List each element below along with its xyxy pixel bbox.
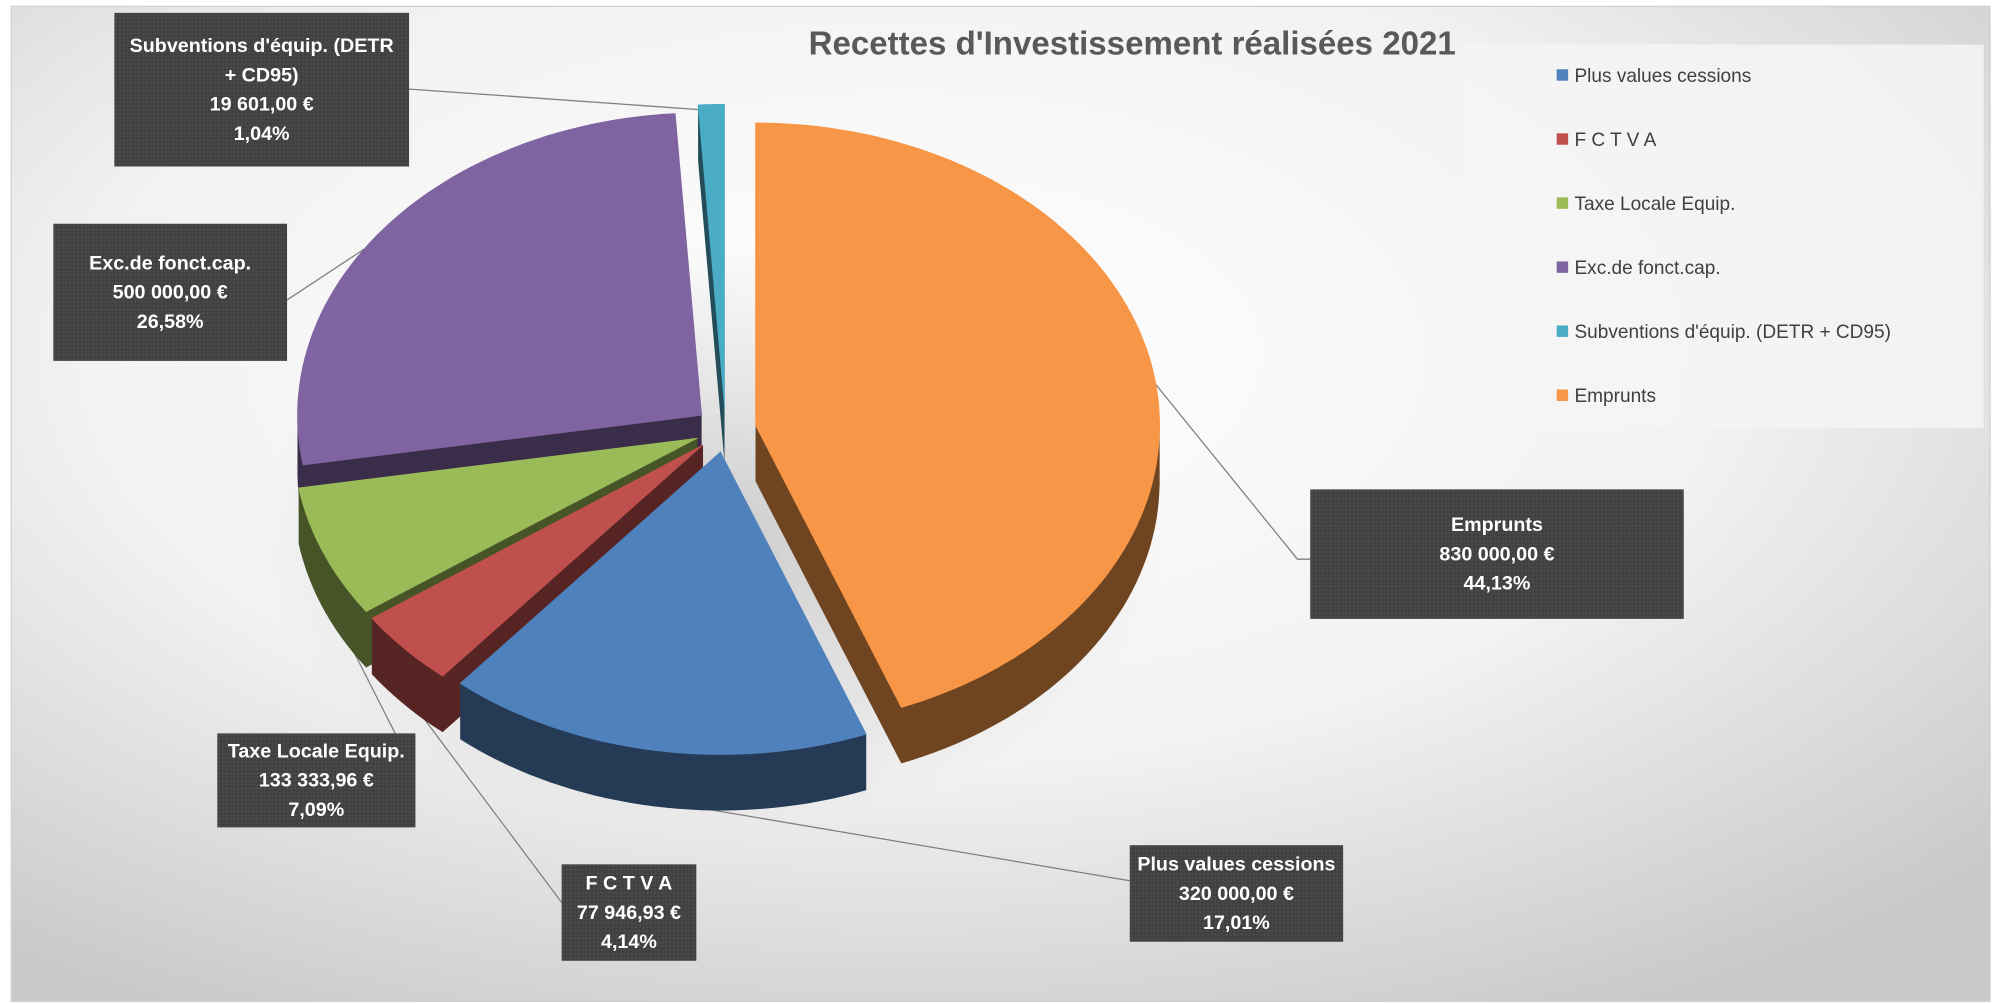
legend-label: Subventions d'équip. (DETR + CD95) <box>1574 322 1890 343</box>
legend-label: Taxe Locale Equip. <box>1574 194 1735 215</box>
data-label-box: Exc.de fonct.cap. 500 000,00 € 26,58% <box>53 223 288 361</box>
legend-swatch <box>1556 325 1569 337</box>
data-label-percent-labels: 44,13% <box>1463 572 1531 595</box>
slice <box>697 103 725 407</box>
data-label: F C T V A 77 946,93 € 4,14% <box>561 864 697 961</box>
data-label-categories: Plus values cessions <box>1137 853 1336 876</box>
legend-swatch <box>1556 69 1569 81</box>
slice <box>297 113 702 466</box>
data-label-categories: F C T V A <box>585 872 673 895</box>
slice <box>371 444 704 677</box>
data-label-box: Plus values cessions 320 000,00 € 17,01% <box>1129 845 1344 942</box>
data-label-box: Taxe Locale Equip. 133 333,96 € 7,09% <box>217 733 416 828</box>
data-label-categories: Subventions d'équip. (DETR + CD95) <box>129 34 394 86</box>
legend-swatch <box>1556 261 1569 273</box>
data-label-percent-labels: 1,04% <box>233 122 290 145</box>
chart-title: Recettes d'Investissement réalisées 2021 <box>808 24 1456 63</box>
data-label-value-labels: 320 000,00 € <box>1178 882 1294 905</box>
data-label-box: Subventions d'équip. (DETR + CD95) 19 601… <box>114 12 410 167</box>
data-label: Subventions d'équip. (DETR + CD95) 19 601… <box>114 12 410 167</box>
leader-line <box>407 88 712 112</box>
data-label-categories: Taxe Locale Equip. <box>227 740 405 762</box>
slice <box>755 122 1160 708</box>
legend-swatch <box>1556 389 1569 401</box>
data-label-box: F C T V A 77 946,93 € 4,14% <box>561 864 697 961</box>
legend-swatch <box>1556 133 1569 145</box>
legend-label: Exc.de fonct.cap. <box>1574 258 1720 279</box>
legend-swatch <box>1556 197 1569 209</box>
data-label-percent-labels: 26,58% <box>136 310 204 333</box>
legend-label: F C T V A <box>1574 130 1656 151</box>
leader-line <box>655 799 1130 882</box>
legend-label: Plus values cessions <box>1574 66 1751 87</box>
data-label-categories: Exc.de fonct.cap. <box>89 252 252 274</box>
data-label-value-labels: 77 946,93 € <box>576 901 681 924</box>
data-label-box: Emprunts 830 000,00 € 44,13% <box>1310 489 1684 619</box>
legend-label: Emprunts <box>1574 386 1656 407</box>
data-label-percent-labels: 17,01% <box>1203 911 1270 934</box>
legend-box <box>1462 44 1984 429</box>
data-label-value-labels: 133 333,96 € <box>258 769 374 792</box>
data-label: Plus values cessions 320 000,00 € 17,01% <box>1129 845 1344 942</box>
data-label-categories: Emprunts <box>1450 514 1543 536</box>
data-label-percent-labels: 4,14% <box>601 930 657 953</box>
data-label-percent-labels: 7,09% <box>288 798 345 821</box>
data-label-value-labels: 19 601,00 € <box>209 93 314 116</box>
data-label-value-labels: 830 000,00 € <box>1439 543 1555 565</box>
leader-line <box>1144 370 1311 560</box>
data-label: Exc.de fonct.cap. 500 000,00 € 26,58% <box>53 223 288 361</box>
slice <box>298 437 698 612</box>
data-label-value-labels: 500 000,00 € <box>112 281 228 304</box>
data-label: Taxe Locale Equip. 133 333,96 € 7,09% <box>217 733 416 828</box>
slice <box>459 451 867 755</box>
title-box: Recettes d'Investissement réalisées 2021 <box>808 24 1456 63</box>
data-label: Emprunts 830 000,00 € 44,13% <box>1310 489 1684 619</box>
leader-line <box>410 700 563 903</box>
